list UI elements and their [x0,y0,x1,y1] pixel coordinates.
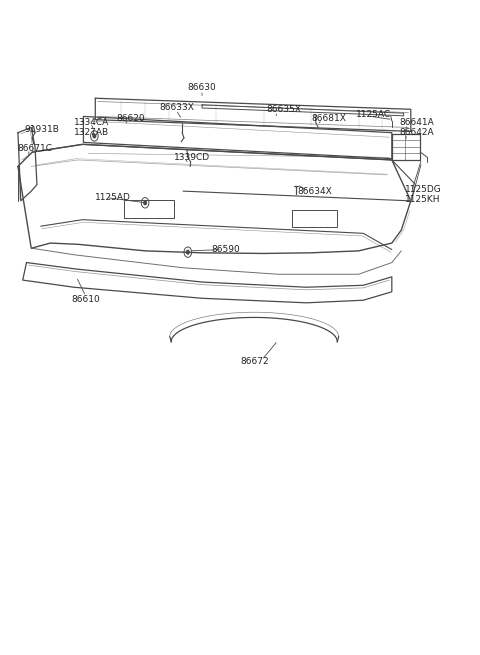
Text: 86681X: 86681X [311,114,346,123]
Text: 1327AB: 1327AB [74,128,109,137]
Circle shape [93,134,96,138]
Text: 86620: 86620 [117,114,145,123]
Bar [292,210,337,227]
Text: 86642A: 86642A [399,128,433,137]
Text: 86610: 86610 [72,295,100,304]
Text: 86633X: 86633X [159,103,194,113]
Circle shape [144,201,146,204]
Text: 86590: 86590 [212,245,240,254]
Text: 1339CD: 1339CD [174,153,210,162]
Text: 86672: 86672 [240,358,268,366]
Text: 86634X: 86634X [297,187,332,196]
Text: 1125DG: 1125DG [405,185,442,195]
Text: 1334CA: 1334CA [74,119,109,128]
Text: 1125AC: 1125AC [356,110,391,119]
Circle shape [187,250,189,254]
Text: 91931B: 91931B [24,125,59,134]
Text: 86671C: 86671C [17,144,52,153]
Text: 1125KH: 1125KH [405,195,441,204]
Text: 86630: 86630 [188,83,216,92]
Bar [124,200,174,218]
Text: 86641A: 86641A [399,119,434,128]
Text: 86635X: 86635X [266,105,301,115]
Text: 1125AD: 1125AD [96,193,131,202]
